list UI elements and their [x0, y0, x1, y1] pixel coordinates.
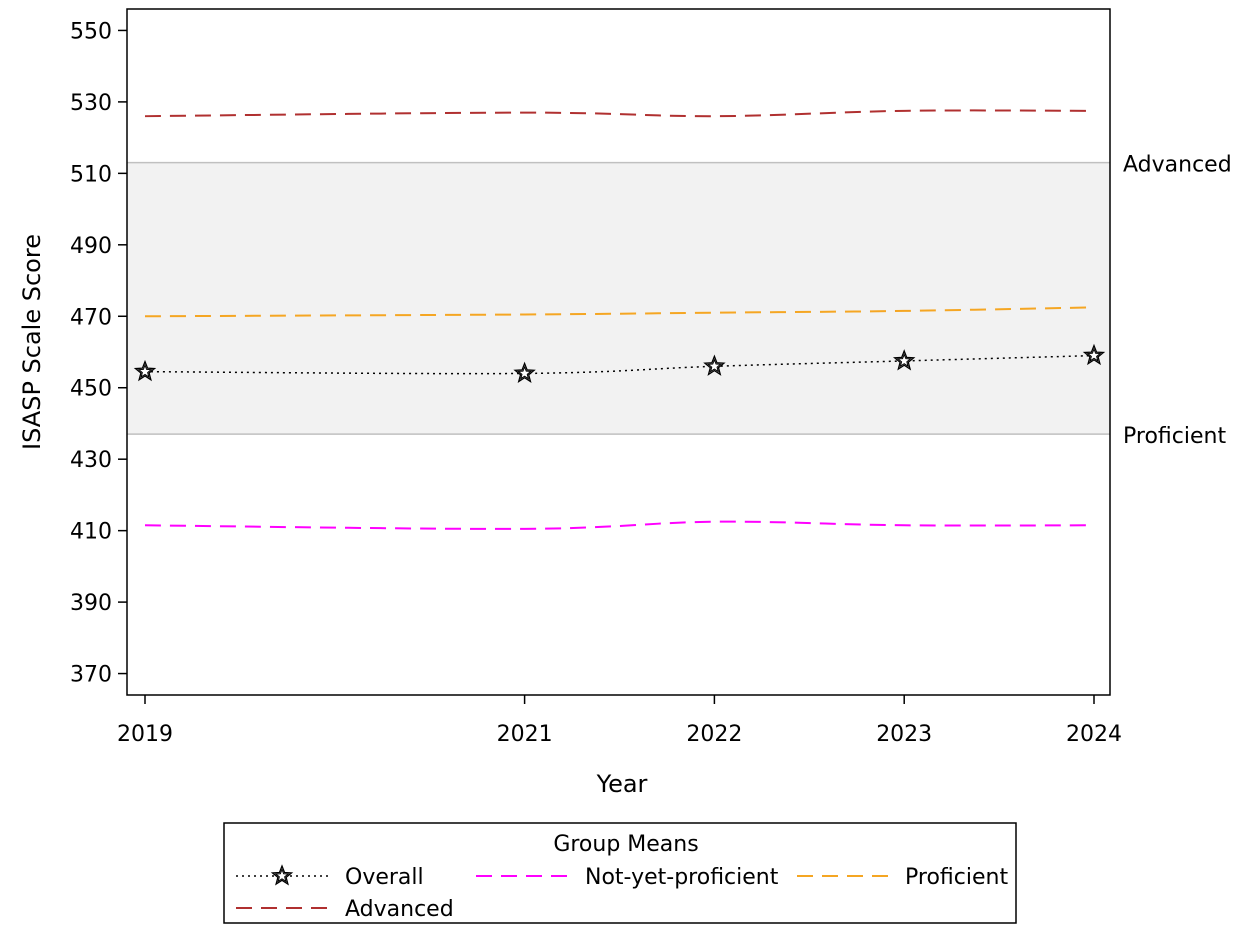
y-tick-label: 510 — [70, 162, 112, 187]
y-tick-label: 550 — [70, 19, 112, 44]
legend: Group Means Overall Not-yet-proficient Pro… — [223, 822, 1017, 924]
legend-label-overall: Overall — [345, 865, 424, 890]
x-axis: 2019 2021 2022 2023 2024 — [117, 695, 1122, 747]
series-line-overall — [144, 354, 1095, 375]
data-point-overall — [892, 349, 916, 371]
y-axis-label: ISASP Scale Score — [18, 234, 46, 450]
series-line-not-yet-proficient — [144, 520, 1095, 530]
y-tick-label: 390 — [70, 591, 112, 616]
data-point-overall — [133, 359, 157, 382]
legend-frame — [223, 822, 1017, 924]
legend-label-proficient: Proficient — [905, 865, 1008, 890]
y-tick-label: 490 — [70, 234, 112, 259]
x-tick-label: 2019 — [117, 722, 173, 747]
legend-marker-overall — [270, 864, 294, 886]
data-point-overall-inner — [137, 363, 153, 379]
x-tick-label: 2022 — [686, 722, 742, 747]
data-point-overall-inner — [1086, 347, 1102, 362]
data-point-overall — [1082, 343, 1106, 366]
x-tick-label: 2021 — [497, 722, 553, 747]
data-point-overall-inner — [517, 365, 533, 380]
data-point-overall-inner — [896, 353, 912, 368]
x-tick-label: 2024 — [1066, 722, 1122, 747]
series-layer — [133, 109, 1106, 530]
band-layer — [127, 162, 1110, 435]
data-point-overall — [513, 361, 536, 383]
proficiency-band — [127, 162, 1110, 435]
data-point-overall — [703, 354, 726, 376]
series-line-advanced — [144, 109, 1095, 118]
series-line-proficient — [144, 306, 1095, 318]
legend-label-not-yet-proficient: Not-yet-proficient — [585, 865, 779, 890]
y-tick-label: 370 — [70, 663, 112, 688]
x-axis-label: Year — [596, 770, 648, 798]
plot-frame — [126, 8, 1111, 696]
y-tick-label: 530 — [70, 91, 112, 116]
y-axis: 370 390 410 430 450 470 490 510 530 550 — [70, 19, 127, 688]
reference-label-advanced: Advanced — [1123, 153, 1232, 178]
x-tick-label: 2023 — [876, 722, 932, 747]
data-point-overall-inner — [706, 358, 722, 373]
y-tick-label: 410 — [70, 520, 112, 545]
legend-marker-overall-inner — [274, 868, 290, 883]
reference-label-proficient: Proficient — [1123, 424, 1226, 449]
legend-title: Group Means — [553, 832, 698, 857]
reference-lines: Advanced Proficient — [127, 153, 1232, 449]
y-tick-label: 450 — [70, 377, 112, 402]
legend-label-advanced: Advanced — [345, 897, 454, 922]
y-tick-label: 470 — [70, 305, 112, 330]
y-tick-label: 430 — [70, 448, 112, 473]
